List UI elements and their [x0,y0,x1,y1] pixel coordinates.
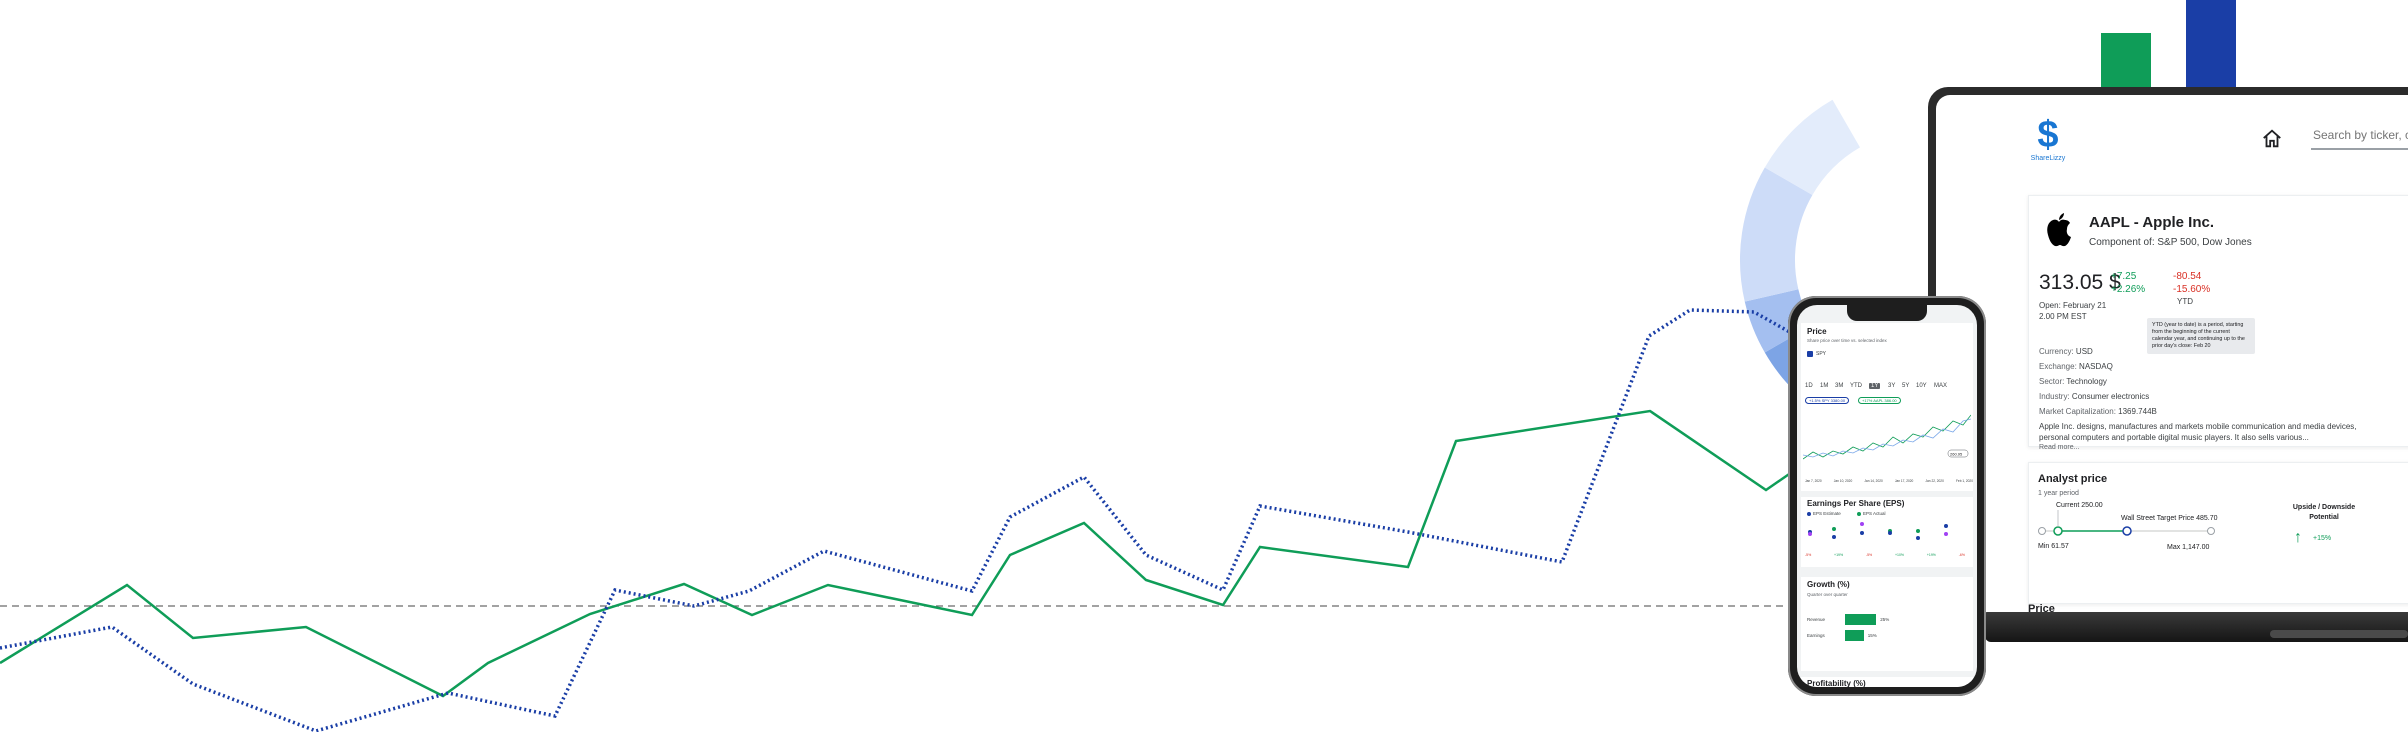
company-title: AAPL - Apple Inc. [2089,214,2215,231]
day-change: +7.25 +2.26% [2111,270,2145,296]
range-1m[interactable]: 1M [1820,383,1829,389]
laptop-screen: $ ShareLizzy AAPL - Apple Inc. Component… [1936,95,2408,617]
slider-current-dot [2053,526,2063,536]
eps-estimate-label: EPS Estimate [1813,510,1841,516]
info-market-cap: Market Capitalization: 1369.744B [2039,407,2157,416]
phone-price-title: Price [1807,327,1827,336]
updown-label: Upside / Downside Potential [2292,504,2356,521]
ytd-change-abs: -80.54 [2173,271,2202,282]
current-price: 313.05 $ [2039,271,2121,294]
range-1d[interactable]: 1D [1805,383,1813,389]
day-change-abs: +7.25 [2111,271,2137,282]
phone-profitability-card: Profitability (%) [1801,677,1973,687]
phone-growth-card: Growth (%) Quarter over quarter Revenue … [1801,577,1973,671]
growth-label-revenue: Revenue [1807,617,1826,622]
analyst-range-slider [2038,510,2215,536]
arrow-up-icon: ↑ [2294,529,2302,546]
analyst-subtitle: 1 year period [2038,490,2079,497]
laptop-base-notch [2270,630,2408,638]
open-info: Open: February 21 2.00 PM EST [2039,301,2107,321]
home-icon[interactable] [2261,128,2283,150]
phone-line-spy [1803,418,1971,458]
app-logo[interactable]: $ ShareLizzy [2028,115,2068,162]
range-3m[interactable]: 3M [1835,383,1844,389]
range-3y[interactable]: 3Y [1888,383,1896,389]
spy-checkbox[interactable] [1807,351,1813,357]
analyst-title: Analyst price [2038,473,2108,485]
growth-value-revenue: 25% [1880,617,1890,622]
apple-logo-icon [2047,213,2071,247]
pill-aapl: +17% AAPL 386.00 [1858,397,1901,404]
ytd-change-pct: -15.60% [2173,284,2211,295]
slider-min-dot [2038,527,2046,535]
decor-line-green [0,409,1796,698]
range-max[interactable]: MAX [1934,383,1948,389]
analyst-current: Current 250.00 [2056,502,2103,509]
phone-price-sub: Share price over time vs. selected index [1807,338,1887,343]
analyst-price-card: Analyst price 1 year period Current 250.… [2028,462,2408,604]
updown-pct: +15% [2313,535,2332,542]
eps-actual-label: EPS Actual [1863,510,1886,516]
phone-xticks: Jan 7, 2020 Jan 10, 2020 Jan 14, 2020 Jan 1… [1805,479,1973,483]
phone-screen: Price Share price over time vs. selected… [1797,305,1977,687]
info-sector: Sector: Technology [2039,377,2107,386]
decor-bar-navy [2186,0,2236,88]
donut-segment [1740,167,1813,302]
search-input[interactable] [2311,122,2408,150]
phone-price-chart: 260.95 [1803,414,1971,460]
growth-label-earnings: Earnings [1807,633,1825,638]
growth-title: Growth (%) [1807,580,1850,589]
growth-bar-earnings [1845,630,1864,641]
phone-eps-card: Earnings Per Share (EPS) EPS Estimate EP… [1801,497,1973,567]
company-card: AAPL - Apple Inc. Component of: S&P 500,… [2028,195,2408,451]
analyst-target: Wall Street Target Price 485.70 [2121,515,2218,522]
range-ytd[interactable]: YTD [1850,383,1862,389]
phone-price-card: Price Share price over time vs. selected… [1801,323,1973,491]
dollar-logo-icon: $ [2037,114,2059,156]
spy-label: SPY [1816,351,1827,357]
decor-bar-green [2101,33,2151,88]
day-change-pct: +2.26% [2111,284,2146,295]
range-10y[interactable]: 10Y [1916,383,1927,389]
company-info-list: Currency: USD Exchange: NASDAQ Sector: T… [2039,344,2157,419]
company-component: Component of: S&P 500, Dow Jones [2089,237,2252,248]
info-industry: Industry: Consumer electronics [2039,392,2150,401]
phone-notch [1847,305,1927,321]
slider-target-dot [2122,526,2132,536]
info-currency: Currency: USD [2039,347,2093,356]
read-more-link[interactable]: Read more... [2039,444,2080,451]
company-description: Apple Inc. designs, manufactures and mar… [2039,422,2357,442]
growth-value-earnings: 15% [1867,633,1877,638]
eps-estimate-dot [1807,512,1811,516]
ytd-label[interactable]: YTD [2177,297,2193,306]
end-badge: 260.95 [1950,452,1963,457]
info-exchange: Exchange: NASDAQ [2039,362,2113,371]
phone-frame: Price Share price over time vs. selected… [1788,296,1986,696]
donut-segment [1764,99,1860,195]
eps-dots [1808,522,1948,540]
profitability-title: Profitability (%) [1807,679,1866,687]
logo-text: ShareLizzy [2030,155,2066,162]
range-1y[interactable]: 1Y [1869,383,1881,389]
end-badge-box [1947,449,1969,458]
pill-spy: +1.5% SPY 3380.00 [1805,397,1850,404]
eps-pct-row: -5% +19% -5% +10% +19% -6% [1805,553,1965,557]
laptop-frame: $ ShareLizzy AAPL - Apple Inc. Component… [1928,87,2408,617]
range-5y[interactable]: 5Y [1902,383,1910,389]
slider-max-dot [2207,527,2215,535]
eps-actual-dot [1857,512,1861,516]
phone-line-aapl [1803,414,1971,460]
analyst-max: Max 1,147.00 [2167,544,2210,551]
ytd-tooltip: YTD (year to date) is a period, starting… [2147,318,2255,354]
eps-title: Earnings Per Share (EPS) [1807,499,1905,508]
ytd-change: -80.54 -15.60% [2173,270,2210,296]
analyst-min: Min 61.57 [2038,543,2069,550]
growth-bar-revenue [1845,614,1877,625]
decor-line-navy [0,308,1796,732]
growth-sub: Quarter over quarter [1807,592,1848,597]
